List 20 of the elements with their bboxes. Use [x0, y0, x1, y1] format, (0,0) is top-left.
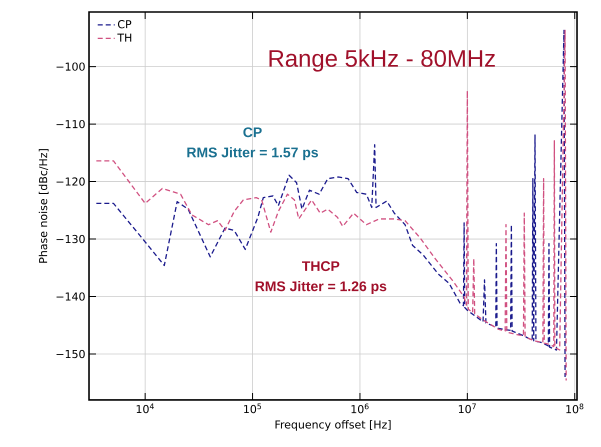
y-tick-label: −150	[56, 350, 85, 358]
y-tick-label: −140	[56, 292, 85, 301]
y-tick-label: −100	[56, 62, 85, 71]
annotation: Range 5kHz - 80MHz	[270, 49, 495, 72]
y-tick-label: −130	[56, 234, 85, 244]
x-tick-label: 10$^{4}$	[136, 404, 154, 414]
y-axis-title: Phase noise [dBc/Hz]	[38, 149, 49, 263]
x-tick-label: 10$^{6}$	[351, 404, 369, 414]
annotation: RMS Jitter = 1.26 ps	[256, 280, 386, 294]
x-axis-title: Frequency offset [Hz]	[276, 420, 391, 431]
x-tick-label: 10$^{7}$	[458, 404, 476, 414]
legend-label: TH	[117, 34, 132, 42]
x-tick-label: 10$^{8}$	[566, 404, 584, 414]
annotation: THCP	[302, 261, 340, 272]
y-tick-label: −120	[56, 177, 85, 186]
y-tick-label: −110	[56, 120, 85, 128]
legend-label: CP	[118, 20, 132, 28]
annotation: CP	[243, 127, 262, 138]
annotation: RMS Jitter = 1.57 ps	[187, 147, 318, 160]
x-tick-label: 10$^{5}$	[244, 404, 262, 414]
